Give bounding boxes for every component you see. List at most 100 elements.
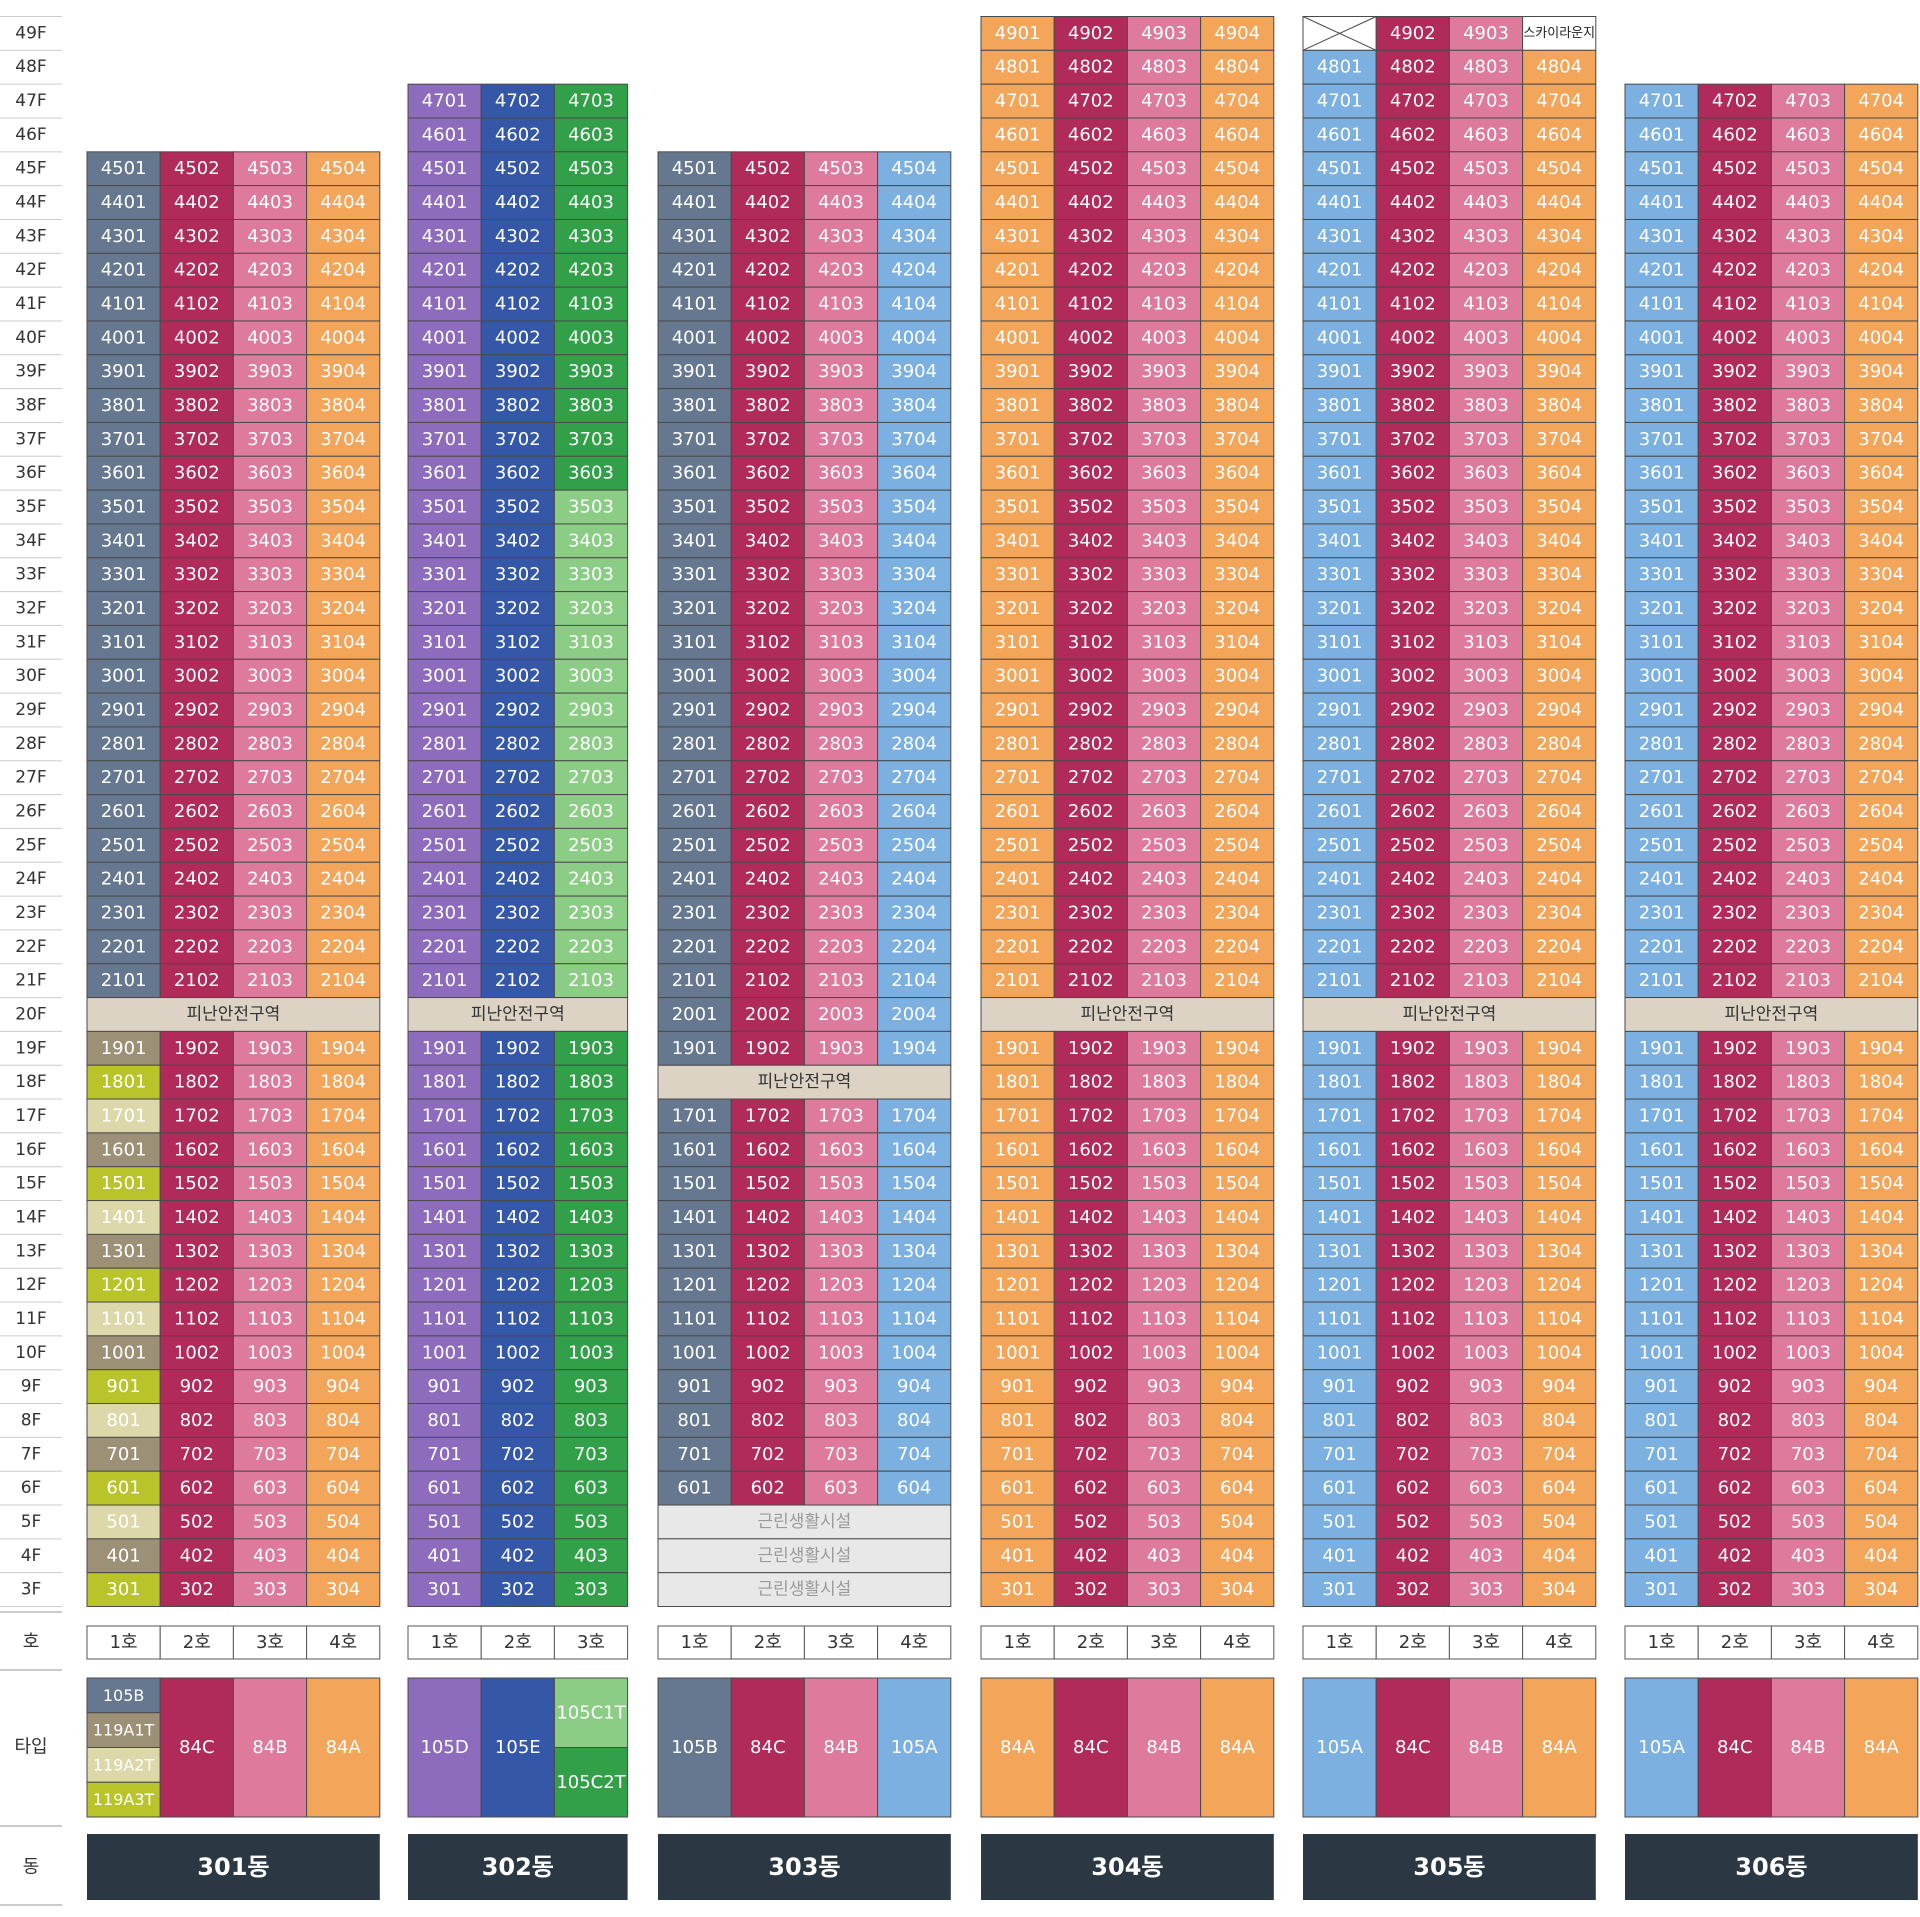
unit-label: 2403: [568, 869, 614, 890]
unit-label: 3603: [1141, 463, 1187, 484]
unit-label: 801: [1000, 1410, 1034, 1431]
unit-label: 2104: [320, 970, 366, 991]
unit-cell: [480, 286, 555, 322]
unit-label: 1303: [568, 1241, 614, 1262]
unit-label: 4503: [1463, 158, 1509, 179]
unit-label: 1002: [495, 1342, 541, 1363]
unit-label: 1203: [1463, 1275, 1509, 1296]
unit-cell: [1448, 320, 1524, 356]
unit-label: 3301: [995, 564, 1041, 585]
unit-cell: [1302, 286, 1377, 322]
unit-label: 901: [427, 1376, 461, 1397]
unit-cell: [1522, 1504, 1597, 1540]
unit-header-label: 4호: [329, 1632, 357, 1653]
unit-label: 2701: [1639, 767, 1685, 788]
unit-label: 3802: [495, 395, 541, 416]
unit-label: 3103: [568, 632, 614, 653]
unit-cell: [803, 1301, 879, 1337]
unit-label: 2503: [568, 835, 614, 856]
unit-label: 1002: [745, 1342, 791, 1363]
unit-label: 1502: [745, 1173, 791, 1194]
unit-label: 1302: [495, 1241, 541, 1262]
unit-label: 1803: [1463, 1072, 1509, 1093]
unit-label: 404: [326, 1545, 360, 1566]
unit-cell: [980, 1572, 1055, 1608]
building-header: [408, 1834, 628, 1900]
unit-label: 3404: [320, 530, 366, 551]
span-cell: [657, 1572, 952, 1608]
unit-label: 2304: [1214, 902, 1260, 923]
unit-cell: [306, 760, 381, 796]
unit-cell: [1844, 151, 1919, 187]
unit-cell: [1302, 1233, 1377, 1269]
unit-cell: [657, 557, 732, 593]
unit-label: 3604: [891, 463, 937, 484]
unit-label: 703: [1791, 1444, 1825, 1465]
unit-label: 3001: [422, 666, 468, 687]
unit-label: 3204: [891, 598, 937, 619]
unit-label: 1501: [1639, 1173, 1685, 1194]
unit-cell: [803, 794, 879, 829]
unit-label: 4204: [891, 260, 937, 281]
unit-label: 3902: [1390, 361, 1436, 382]
unit-label: 1303: [1463, 1241, 1509, 1262]
unit-label: 601: [1322, 1478, 1356, 1499]
unit-label: 3304: [1858, 564, 1904, 585]
span-label: 피난안전구역: [1402, 1004, 1496, 1024]
unit-label: 3103: [1785, 632, 1831, 653]
unit-label: 1902: [1712, 1038, 1758, 1059]
unit-cell: [1375, 591, 1450, 626]
unit-label: 2801: [1639, 733, 1685, 754]
unit-label: 3702: [1068, 429, 1114, 450]
unit-label: 3901: [995, 361, 1041, 382]
unit-label: 2803: [247, 733, 293, 754]
type-cell: [730, 1677, 805, 1818]
floor-label: 41F: [15, 294, 46, 314]
unit-label: 2504: [1214, 835, 1260, 856]
unit-cell: [1302, 1436, 1377, 1472]
unit-cell: [1200, 421, 1275, 457]
unit-cell: [553, 658, 629, 694]
unit-label: 1204: [1858, 1275, 1904, 1296]
unit-cell: [553, 1200, 629, 1235]
unit-label: 2102: [745, 970, 791, 991]
unit-header: [306, 1625, 381, 1660]
unit-label: 1204: [891, 1275, 937, 1296]
unit-cell: [1375, 692, 1450, 728]
unit-label: 1201: [1317, 1275, 1363, 1296]
unit-label: 3004: [891, 666, 937, 687]
unit-cell: [1624, 1572, 1699, 1608]
unit-cell: [1448, 895, 1524, 931]
unit-header: [657, 1625, 732, 1660]
unit-cell: [803, 1030, 879, 1066]
unit-cell: [1697, 489, 1772, 525]
unit-label: 4702: [1068, 91, 1114, 112]
unit-cell: [1375, 794, 1450, 829]
unit-cell: [306, 489, 381, 525]
unit-label: 2503: [1463, 835, 1509, 856]
unit-label: 2103: [568, 970, 614, 991]
unit-cell: [730, 1132, 805, 1168]
unit-cell: [306, 354, 381, 390]
unit-label: 3804: [891, 395, 937, 416]
unit-label: 3801: [1317, 395, 1363, 416]
type-label: 105A: [1316, 1737, 1363, 1758]
unit-cell: [480, 1233, 555, 1269]
unit-cell: [1624, 929, 1699, 965]
unit-header-label: 4호: [1223, 1632, 1251, 1653]
unit-label: 2904: [891, 700, 937, 721]
unit-cell: [1697, 1369, 1772, 1405]
unit-label: 1101: [1317, 1308, 1363, 1329]
type-cell: [1302, 1677, 1377, 1818]
unit-cell: [1770, 1369, 1846, 1405]
unit-cell: [407, 591, 482, 626]
unit-cell: [1522, 1538, 1597, 1574]
unit-label: 2104: [1858, 970, 1904, 991]
unit-label: 1904: [1214, 1038, 1260, 1059]
unit-cell: [553, 760, 629, 796]
unit-label: 3004: [1214, 666, 1260, 687]
unit-cell: [1053, 1200, 1128, 1235]
unit-label: 4703: [1785, 91, 1831, 112]
unit-label: 4103: [1785, 294, 1831, 315]
unit-cell: [480, 1369, 555, 1405]
